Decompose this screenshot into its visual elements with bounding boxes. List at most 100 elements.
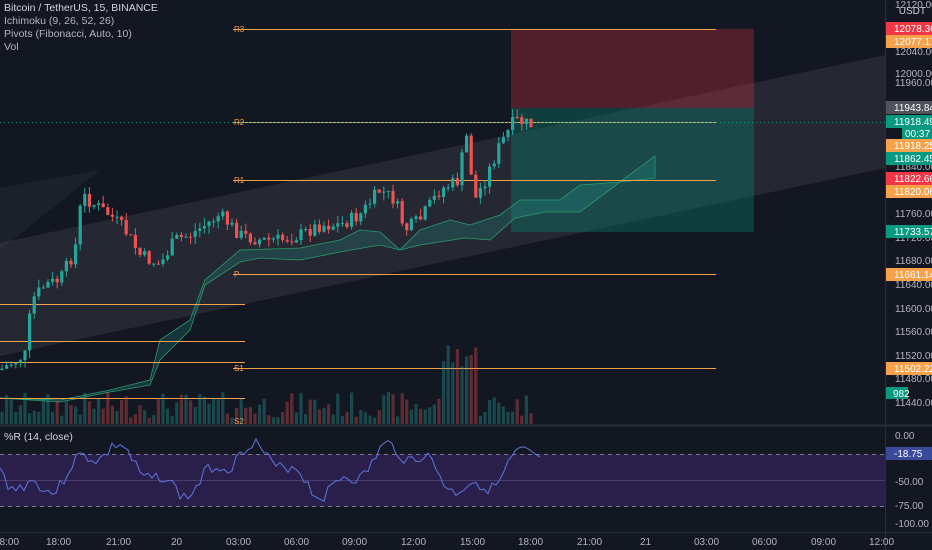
volume-bar — [138, 405, 142, 424]
candle-body — [432, 195, 436, 200]
volume-bar — [327, 404, 331, 424]
candle-body — [18, 360, 22, 363]
volume-bar — [409, 409, 413, 424]
symbol-title[interactable]: Bitcoin / TetherUS, 15, BINANCE — [4, 2, 158, 14]
williams-r-title[interactable]: %R (14, close) — [4, 431, 73, 443]
candle-body — [382, 191, 386, 193]
price-tag: 11733.57 — [894, 227, 932, 238]
time-tick: 18:00 — [46, 537, 71, 548]
volume-bar — [377, 410, 381, 424]
candle-body — [207, 221, 211, 227]
price-tick: 11600.00 — [895, 304, 932, 315]
volume-bar — [18, 405, 22, 424]
time-axis[interactable]: 18:00 18:00 21:00 20 03:00 06:00 09:00 1… — [0, 537, 894, 548]
volume-bar — [368, 415, 372, 424]
candle-body — [110, 214, 114, 217]
volume-bar — [285, 401, 289, 424]
candle-body — [248, 233, 252, 243]
volume-bar — [97, 398, 101, 424]
volume-bar — [23, 392, 27, 424]
volume-bar — [271, 417, 275, 424]
candle-body — [115, 216, 119, 218]
candle-body — [143, 251, 147, 255]
volume-bar — [354, 416, 358, 424]
pivot-label-r2: R2 — [234, 118, 245, 127]
candle-body — [409, 218, 413, 231]
volume-bar — [432, 404, 436, 424]
price-tick: 11960.00 — [895, 78, 932, 89]
price-tag: 12078.36 — [894, 24, 932, 35]
candle-body — [120, 216, 124, 220]
wr-axis[interactable]: 0.00 -50.00 -75.00 -100.00 -18.75 — [886, 431, 932, 530]
volume-bar — [225, 413, 229, 424]
ichimoku-indicator-label[interactable]: Ichimoku (9, 26, 52, 26) — [4, 15, 115, 27]
candle-body — [428, 199, 432, 207]
candle-body — [322, 225, 326, 232]
volume-bar — [478, 415, 482, 424]
volume-bar — [92, 408, 96, 424]
volume-bar — [46, 393, 50, 424]
time-tick: 21 — [640, 537, 652, 548]
candle-body — [423, 206, 427, 220]
volume-bar — [506, 411, 510, 424]
price-tag: 12077.17 — [894, 37, 932, 48]
volume-bar — [294, 412, 298, 424]
volume-bar — [41, 397, 45, 424]
volume-bar — [322, 407, 326, 424]
williams-r-line[interactable] — [0, 437, 541, 503]
candle-body — [5, 365, 9, 369]
volume-bar — [336, 393, 340, 424]
candle-body — [152, 263, 156, 265]
volume-bar — [64, 401, 68, 424]
volume-bar — [419, 408, 423, 424]
volume-bar — [465, 356, 469, 424]
volume-bar — [161, 393, 165, 424]
volume-bars — [0, 345, 533, 424]
channel-extension — [0, 170, 100, 250]
trend-channel[interactable] — [0, 55, 885, 356]
candle-body — [520, 117, 524, 125]
volume-bar — [129, 417, 133, 424]
candle-body — [515, 117, 519, 119]
candle-body — [156, 263, 160, 265]
candle-body — [212, 221, 216, 223]
price-tag: 11661.14 — [894, 270, 932, 281]
candle-body — [124, 219, 128, 235]
volume-bar — [262, 398, 266, 424]
volume-bar — [14, 411, 18, 424]
volume-indicator-label[interactable]: Vol — [4, 41, 19, 53]
volume-bar — [69, 405, 73, 424]
pivots-indicator-label[interactable]: Pivots (Fibonacci, Auto, 10) — [4, 28, 132, 40]
volume-bar — [207, 403, 211, 424]
volume-bar — [497, 402, 501, 424]
volume-bar — [469, 355, 473, 424]
volume-bar — [363, 412, 367, 424]
pivot-lines[interactable] — [0, 29, 716, 399]
candle-body — [133, 235, 137, 248]
ichimoku-cloud[interactable] — [0, 155, 656, 403]
candle-body — [396, 201, 400, 204]
volume-bar — [290, 393, 294, 424]
candle-body — [308, 229, 312, 236]
candle-body — [78, 205, 82, 245]
candle-body — [483, 186, 487, 189]
volume-bar — [87, 401, 91, 424]
volume-bar — [345, 411, 349, 424]
take-profit-zone[interactable] — [511, 108, 754, 232]
price-axis[interactable]: 12120.00 12040.00 12000.00 11960.00 1184… — [895, 0, 932, 409]
stop-loss-zone[interactable] — [511, 29, 754, 108]
wr-tick: -100.00 — [895, 519, 929, 530]
candle-body — [9, 364, 13, 366]
time-tick: 18:00 — [518, 537, 543, 548]
candle-body — [262, 237, 266, 240]
candle-body — [184, 236, 188, 238]
price-tag: 11862.45 — [894, 154, 932, 165]
candles[interactable] — [0, 109, 533, 371]
candle-body — [455, 178, 459, 186]
candle-body — [350, 212, 354, 227]
price-tag: 11822.66 — [894, 174, 932, 185]
candle-body — [511, 117, 515, 130]
volume-bar — [451, 362, 455, 424]
candle-body — [64, 260, 68, 272]
